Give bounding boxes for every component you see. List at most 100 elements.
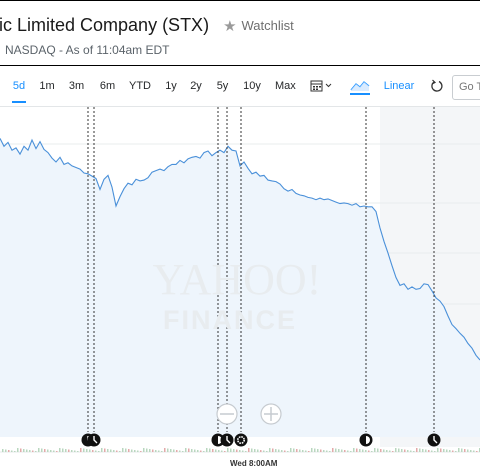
volume-bar bbox=[149, 449, 151, 452]
volume-bar bbox=[104, 448, 106, 452]
volume-bar bbox=[152, 449, 154, 452]
volume-bar bbox=[437, 448, 439, 452]
volume-bar bbox=[353, 448, 355, 452]
volume-bar bbox=[245, 451, 247, 452]
range-10y-button[interactable]: 10y bbox=[243, 80, 261, 92]
zoom-out-icon[interactable] bbox=[216, 403, 238, 425]
volume-bar bbox=[401, 449, 403, 452]
watchlist-link[interactable]: Watchlist bbox=[241, 18, 294, 33]
volume-bar bbox=[143, 448, 145, 452]
volume-bar bbox=[350, 451, 352, 452]
range-3m-button[interactable]: 3m bbox=[68, 80, 85, 92]
range-6m-button[interactable]: 6m bbox=[99, 80, 116, 92]
scale-linear-button[interactable]: Linear bbox=[383, 80, 415, 92]
clock-icon[interactable] bbox=[87, 433, 101, 447]
chart-type-icon[interactable] bbox=[345, 66, 375, 106]
watermark-bottom: FINANCE bbox=[163, 305, 297, 335]
volume-bar bbox=[341, 449, 343, 452]
volume-bar bbox=[251, 448, 253, 452]
gear-icon[interactable] bbox=[234, 433, 248, 447]
volume-bar bbox=[410, 450, 412, 452]
star-icon[interactable]: ★ bbox=[223, 17, 237, 35]
volume-bar bbox=[302, 450, 304, 452]
reset-icon[interactable] bbox=[426, 66, 448, 106]
volume-bar bbox=[362, 449, 364, 452]
volume-bar bbox=[86, 449, 88, 452]
volume-bar bbox=[62, 448, 64, 452]
volume-bar bbox=[278, 449, 280, 452]
volume-bar bbox=[14, 451, 16, 452]
volume-bar bbox=[407, 450, 409, 452]
volume-bar bbox=[389, 450, 391, 452]
range-5d-button[interactable]: 5d bbox=[12, 66, 26, 106]
volume-bar bbox=[95, 450, 97, 452]
volume-bar bbox=[209, 448, 211, 452]
range-max-button[interactable]: Max bbox=[275, 80, 296, 92]
x-axis-label: Wed 8:00AM bbox=[230, 459, 278, 468]
volume-bar bbox=[452, 450, 454, 452]
volume-bar bbox=[290, 448, 292, 452]
volume-bar bbox=[38, 448, 40, 452]
volume-bar bbox=[47, 449, 49, 452]
volume-bar bbox=[161, 451, 163, 452]
volume-bar bbox=[5, 449, 7, 452]
volume-bar bbox=[299, 449, 301, 452]
volume-bar bbox=[53, 450, 55, 452]
go-to-date-input[interactable]: Go To bbox=[452, 75, 480, 100]
volume-bar bbox=[23, 449, 25, 452]
volume-bar bbox=[422, 449, 424, 452]
volume-bar bbox=[218, 450, 220, 452]
volume-bar bbox=[305, 450, 307, 452]
quote-header: ic Limited Company (STX) ★ Watchlist NAS… bbox=[0, 0, 480, 66]
volume-bar bbox=[80, 448, 82, 452]
volume-bar bbox=[242, 450, 244, 452]
volume-bar bbox=[317, 449, 319, 452]
volume-bar bbox=[260, 450, 262, 452]
volume-bar bbox=[383, 449, 385, 452]
volume-bar bbox=[269, 448, 271, 452]
volume-bar bbox=[191, 449, 193, 452]
volume-bar bbox=[110, 449, 112, 452]
volume-bar bbox=[65, 449, 67, 452]
volume-bar bbox=[116, 450, 118, 452]
exchange-timestamp: NASDAQ - As of 11:04am EDT bbox=[5, 43, 170, 57]
volume-bar bbox=[425, 449, 427, 452]
range-1m-button[interactable]: 1m bbox=[39, 80, 55, 92]
volume-bar bbox=[470, 450, 472, 452]
clock-icon[interactable] bbox=[220, 433, 234, 447]
volume-bar bbox=[467, 449, 469, 452]
volume-bar bbox=[416, 448, 418, 452]
volume-bar bbox=[230, 448, 232, 452]
moon-icon[interactable] bbox=[359, 433, 373, 447]
volume-bar bbox=[224, 451, 226, 452]
volume-bar bbox=[89, 449, 91, 452]
volume-bar bbox=[239, 450, 241, 452]
volume-bar bbox=[215, 449, 217, 452]
event-markers bbox=[81, 107, 441, 447]
clock-icon[interactable] bbox=[427, 433, 441, 447]
price-chart-svg[interactable]: YAHOO! FINANCE bbox=[0, 107, 480, 473]
volume-bar bbox=[320, 449, 322, 452]
volume-bar bbox=[26, 449, 28, 452]
volume-bar bbox=[74, 450, 76, 452]
volume-bar bbox=[377, 448, 379, 452]
volume-bar bbox=[140, 451, 142, 452]
range-5y-button[interactable]: 5y bbox=[216, 80, 229, 92]
volume-bar bbox=[296, 449, 298, 452]
volume-bar bbox=[332, 448, 334, 452]
volume-bar bbox=[311, 448, 313, 452]
zoom-in-icon[interactable] bbox=[260, 403, 282, 425]
range-ytd-button[interactable]: YTD bbox=[129, 80, 151, 92]
volume-bar bbox=[371, 451, 373, 452]
range-2y-button[interactable]: 2y bbox=[190, 80, 202, 92]
volume-bar bbox=[434, 451, 436, 452]
volume-bar bbox=[134, 450, 136, 452]
calendar-icon[interactable] bbox=[307, 66, 337, 106]
range-1y-button[interactable]: 1y bbox=[165, 80, 177, 92]
volume-bar bbox=[200, 450, 202, 452]
volume-bar bbox=[257, 449, 259, 452]
price-chart[interactable]: YAHOO! FINANCE bbox=[0, 107, 480, 473]
volume-bar bbox=[221, 450, 223, 452]
volume-bar bbox=[464, 449, 466, 452]
company-name: ic Limited Company (STX) bbox=[0, 15, 210, 35]
